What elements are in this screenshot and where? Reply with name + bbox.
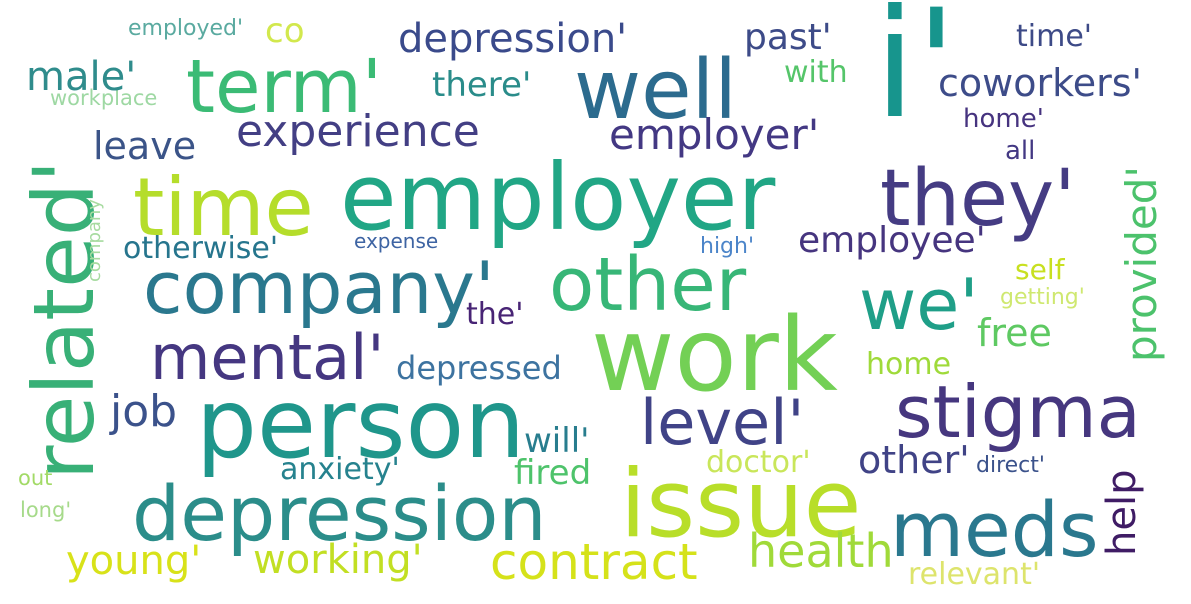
- word: long': [20, 498, 72, 522]
- word: doctor': [706, 445, 811, 480]
- word: provided': [1117, 166, 1166, 362]
- word: employed': [128, 16, 244, 41]
- word: relevant': [908, 557, 1041, 592]
- word: time: [133, 161, 314, 254]
- word: home: [866, 347, 952, 382]
- word: self: [1015, 253, 1065, 286]
- word: time': [1016, 19, 1093, 54]
- word: coworkers': [938, 61, 1142, 105]
- word: expense: [354, 229, 439, 253]
- word: with: [784, 55, 848, 90]
- word: company': [143, 246, 495, 330]
- word: the': [466, 297, 524, 332]
- word: out: [18, 466, 53, 490]
- word: depression: [132, 469, 547, 558]
- word: meds: [890, 485, 1099, 574]
- word: fired: [514, 453, 592, 493]
- word: work: [591, 296, 838, 415]
- word: job: [110, 386, 178, 437]
- word: stigma: [895, 370, 1141, 454]
- word: working': [253, 537, 423, 583]
- word: person: [196, 368, 526, 480]
- word: employer: [340, 144, 776, 251]
- word: help: [1099, 469, 1145, 556]
- word: level': [640, 386, 805, 459]
- word: leave: [93, 124, 197, 168]
- word: workplace: [50, 86, 158, 110]
- word: high': [700, 234, 755, 259]
- word: other: [549, 242, 747, 328]
- word: company: [84, 199, 105, 282]
- word: all: [1005, 136, 1036, 166]
- word: anxiety': [280, 452, 400, 487]
- word: experience: [236, 106, 480, 157]
- word: health: [748, 524, 894, 578]
- word: they': [880, 154, 1076, 244]
- word: depressed: [396, 349, 562, 387]
- word: employer': [609, 110, 820, 159]
- word: other': [858, 438, 970, 482]
- word: otherwise': [123, 231, 279, 266]
- word: issue: [620, 450, 862, 559]
- word: depression': [398, 16, 628, 62]
- word: we': [859, 264, 979, 346]
- word: free: [977, 311, 1052, 355]
- word: male': [26, 54, 137, 100]
- word: contract: [490, 533, 698, 591]
- word: term': [186, 44, 383, 130]
- word: home': [963, 104, 1044, 134]
- word: getting': [1000, 285, 1085, 310]
- word: will': [524, 421, 590, 461]
- word: i': [874, 0, 957, 152]
- word: well: [574, 43, 738, 138]
- word: direct': [976, 453, 1045, 478]
- word: co: [265, 11, 305, 51]
- word: mental': [150, 321, 385, 394]
- word: there': [432, 65, 532, 105]
- word: young': [66, 538, 202, 584]
- word: past': [744, 17, 832, 58]
- word: employee': [798, 220, 986, 261]
